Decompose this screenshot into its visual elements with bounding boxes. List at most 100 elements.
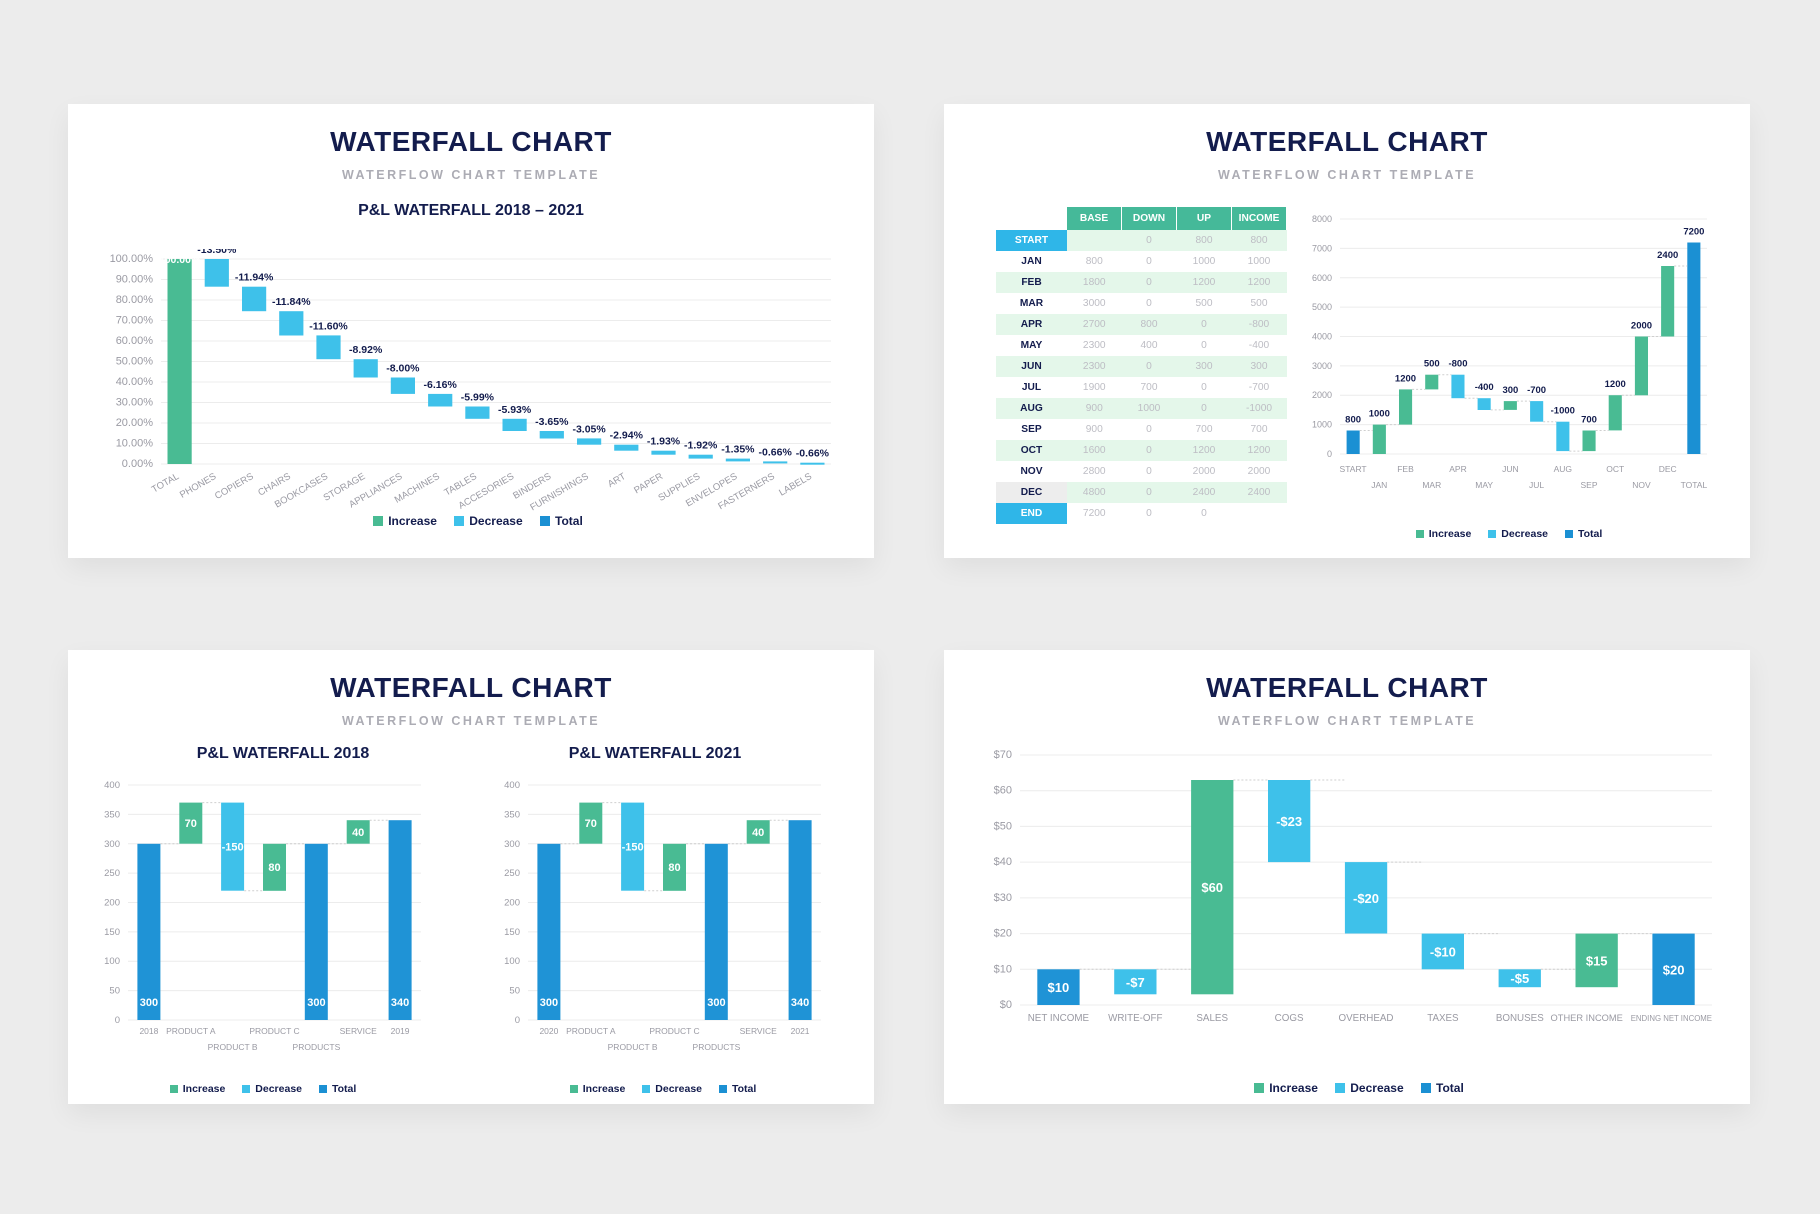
svg-text:7000: 7000 — [1312, 243, 1332, 253]
svg-text:JUL: JUL — [1529, 480, 1544, 490]
svg-text:WRITE-OFF: WRITE-OFF — [1108, 1013, 1162, 1024]
svg-text:340: 340 — [791, 997, 809, 1009]
svg-text:ART: ART — [606, 471, 628, 490]
svg-text:5000: 5000 — [1312, 302, 1332, 312]
svg-text:300: 300 — [707, 997, 725, 1009]
svg-text:$20: $20 — [994, 928, 1012, 940]
svg-text:2400: 2400 — [1657, 250, 1678, 261]
svg-text:100: 100 — [104, 956, 120, 967]
svg-text:SERVICE: SERVICE — [740, 1026, 777, 1036]
svg-text:50.00%: 50.00% — [116, 356, 154, 368]
svg-text:40: 40 — [752, 827, 764, 839]
svg-text:TOTAL: TOTAL — [150, 471, 181, 495]
svg-text:-150: -150 — [222, 842, 244, 854]
svg-text:PRODUCT A: PRODUCT A — [566, 1026, 616, 1036]
svg-text:2000: 2000 — [1631, 321, 1652, 332]
svg-text:MAY: MAY — [1475, 480, 1493, 490]
svg-text:OVERHEAD: OVERHEAD — [1339, 1013, 1394, 1024]
svg-text:4000: 4000 — [1312, 332, 1332, 342]
svg-text:1200: 1200 — [1395, 373, 1416, 384]
svg-text:400: 400 — [104, 780, 120, 791]
svg-text:PRODUCT B: PRODUCT B — [208, 1042, 258, 1052]
svg-text:$70: $70 — [994, 749, 1012, 761]
svg-text:0: 0 — [515, 1015, 520, 1026]
svg-text:LABELS: LABELS — [777, 471, 814, 498]
svg-text:-1000: -1000 — [1551, 406, 1575, 417]
svg-text:1200: 1200 — [1605, 379, 1626, 390]
svg-text:-11.60%: -11.60% — [309, 320, 348, 332]
svg-text:300: 300 — [540, 997, 558, 1009]
svg-text:6000: 6000 — [1312, 273, 1332, 283]
svg-text:2000: 2000 — [1312, 390, 1332, 400]
svg-text:300: 300 — [140, 997, 158, 1009]
svg-text:150: 150 — [504, 927, 520, 938]
svg-text:700: 700 — [1581, 415, 1597, 426]
svg-text:-5.99%: -5.99% — [461, 392, 495, 404]
svg-text:$0: $0 — [1000, 999, 1012, 1011]
svg-text:-$10: -$10 — [1430, 944, 1456, 959]
svg-text:100.00%: 100.00% — [159, 254, 201, 266]
svg-text:340: 340 — [391, 997, 409, 1009]
svg-text:-8.92%: -8.92% — [349, 344, 383, 356]
svg-text:DEC: DEC — [1659, 464, 1677, 474]
svg-text:JUN: JUN — [1502, 464, 1519, 474]
svg-text:TOTAL: TOTAL — [1681, 480, 1708, 490]
svg-text:PRODUCT C: PRODUCT C — [649, 1026, 699, 1036]
svg-text:ENDING NET INCOME: ENDING NET INCOME — [1631, 1014, 1712, 1023]
svg-text:80.00%: 80.00% — [116, 294, 154, 306]
svg-text:OTHER INCOME: OTHER INCOME — [1551, 1013, 1623, 1023]
svg-text:APR: APR — [1449, 464, 1466, 474]
svg-text:SALES: SALES — [1196, 1013, 1228, 1024]
svg-text:100.00%: 100.00% — [110, 253, 154, 265]
svg-text:$10: $10 — [1048, 980, 1070, 995]
svg-text:-3.65%: -3.65% — [535, 416, 569, 428]
svg-text:0.00%: 0.00% — [122, 458, 153, 470]
svg-text:90.00%: 90.00% — [116, 274, 154, 286]
svg-text:70: 70 — [185, 818, 197, 830]
svg-text:30.00%: 30.00% — [116, 397, 154, 409]
svg-text:20.00%: 20.00% — [116, 417, 154, 429]
svg-text:-13.50%: -13.50% — [197, 249, 237, 256]
svg-text:PRODUCT C: PRODUCT C — [249, 1026, 299, 1036]
svg-text:COGS: COGS — [1275, 1013, 1304, 1024]
svg-text:-$23: -$23 — [1276, 814, 1302, 829]
svg-text:40.00%: 40.00% — [116, 376, 154, 388]
svg-text:300: 300 — [504, 839, 520, 850]
svg-text:100: 100 — [504, 956, 520, 967]
svg-text:-11.84%: -11.84% — [272, 296, 311, 308]
svg-text:-8.00%: -8.00% — [386, 363, 420, 375]
svg-text:PRODUCT A: PRODUCT A — [166, 1026, 216, 1036]
svg-text:JAN: JAN — [1371, 480, 1387, 490]
svg-text:2019: 2019 — [391, 1026, 410, 1036]
svg-text:PRODUCTS: PRODUCTS — [693, 1042, 741, 1052]
svg-text:MAR: MAR — [1422, 480, 1441, 490]
svg-text:250: 250 — [504, 868, 520, 879]
svg-text:AUG: AUG — [1554, 464, 1572, 474]
svg-text:-1.93%: -1.93% — [647, 436, 681, 448]
svg-text:-3.05%: -3.05% — [572, 423, 606, 435]
svg-text:PHONES: PHONES — [178, 471, 218, 501]
svg-text:7200: 7200 — [1683, 227, 1704, 238]
svg-text:200: 200 — [104, 898, 120, 909]
svg-text:SEP: SEP — [1580, 480, 1597, 490]
svg-text:60.00%: 60.00% — [116, 335, 154, 347]
svg-text:BONUSES: BONUSES — [1496, 1013, 1544, 1024]
svg-text:1000: 1000 — [1312, 420, 1332, 430]
svg-text:40: 40 — [352, 827, 364, 839]
svg-text:$20: $20 — [1663, 962, 1685, 977]
svg-text:-11.94%: -11.94% — [235, 272, 274, 284]
svg-text:350: 350 — [104, 809, 120, 820]
svg-text:800: 800 — [1345, 415, 1361, 426]
svg-text:START: START — [1340, 464, 1367, 474]
svg-text:SERVICE: SERVICE — [340, 1026, 377, 1036]
svg-text:NOV: NOV — [1632, 480, 1651, 490]
svg-text:70.00%: 70.00% — [116, 315, 154, 327]
svg-text:-400: -400 — [1475, 382, 1494, 393]
svg-text:150: 150 — [104, 927, 120, 938]
svg-text:500: 500 — [1424, 359, 1440, 370]
svg-text:-$7: -$7 — [1126, 975, 1145, 990]
svg-text:1000: 1000 — [1369, 409, 1390, 420]
svg-text:80: 80 — [668, 862, 680, 874]
svg-text:-0.66%: -0.66% — [796, 448, 830, 460]
svg-text:-2.94%: -2.94% — [610, 430, 644, 442]
